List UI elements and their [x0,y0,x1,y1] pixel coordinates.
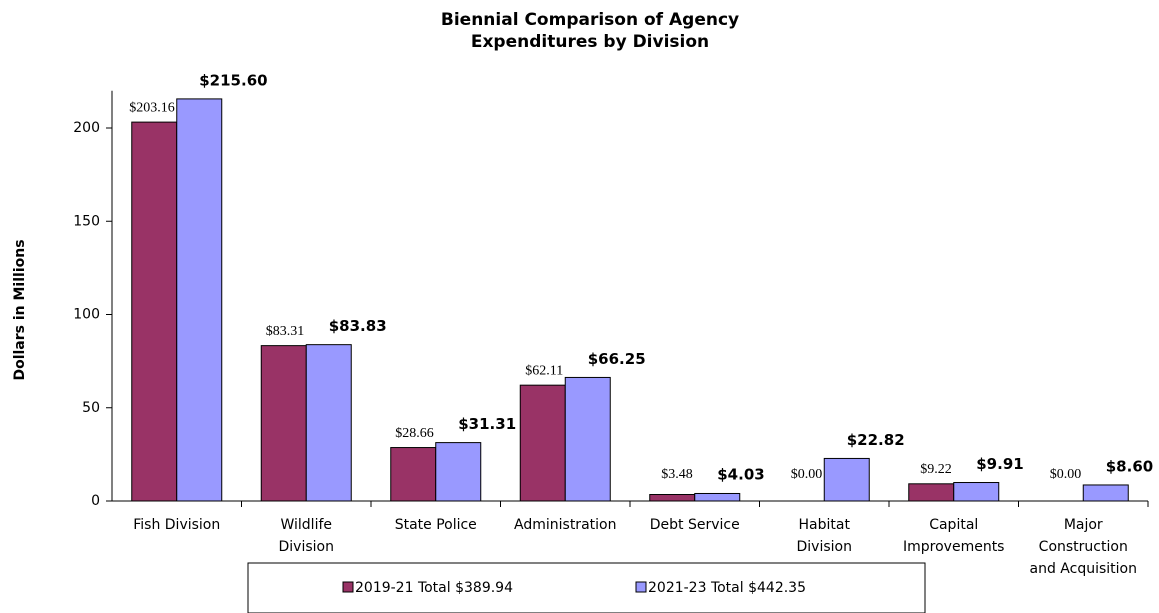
x-tick-label: Debt Service [650,517,740,533]
y-tick-label: 100 [73,307,100,323]
bar [305,344,352,502]
bar [953,482,1000,502]
data-label: $28.66 [395,426,434,441]
bar [435,442,482,502]
bar [649,494,696,502]
x-tick-label: Habitat [799,517,851,533]
bar [260,345,307,502]
legend-swatch [635,581,647,593]
data-label: $215.60 [199,71,267,89]
data-label: $83.83 [329,317,387,335]
x-tick-label: Fish Division [133,517,220,533]
legend-label: 2021-23 Total $442.35 [648,580,806,596]
legend-box [247,562,926,613]
bar [131,121,178,502]
y-tick-label: 50 [82,400,100,416]
data-label: $83.31 [266,324,305,339]
x-tick-label: Wildlife [280,517,332,533]
data-label: $8.60 [1106,457,1153,475]
x-tick-label: Construction [1039,539,1128,555]
data-label: $31.31 [458,415,516,433]
bar [519,384,566,502]
chart-title: Biennial Comparison of Agency [441,10,739,30]
legend-label: 2019-21 Total $389.94 [355,580,513,596]
y-tick-label: 200 [73,120,100,136]
data-label: $9.22 [920,462,952,477]
chart-title: Expenditures by Division [471,32,709,52]
x-tick-label: Major [1064,517,1103,533]
data-label: $3.48 [661,467,693,482]
data-label: $0.00 [791,467,823,482]
y-axis-label: Dollars in Millions [12,239,28,380]
data-label: $4.03 [717,466,764,484]
bar [564,376,611,502]
data-label: $9.91 [976,455,1023,473]
data-label: $203.16 [129,100,175,115]
x-tick-label: State Police [395,517,477,533]
x-tick-label: Administration [514,517,616,533]
y-tick-label: 150 [73,213,100,229]
bar [908,483,955,502]
x-tick-label: Division [279,539,334,555]
x-tick-label: Improvements [903,539,1004,555]
data-label: $22.82 [847,431,905,449]
legend-swatch [342,581,354,593]
data-label: $66.25 [588,350,646,368]
bar [390,447,437,502]
data-label: $0.00 [1050,467,1082,482]
x-tick-label: and Acquisition [1030,561,1137,577]
bar [823,457,870,502]
bar [176,98,223,502]
bar [694,492,741,502]
data-label: $62.11 [525,363,563,378]
bar [1082,484,1129,502]
x-tick-label: Capital [929,517,978,533]
x-tick-label: Division [797,539,852,555]
y-tick-label: 0 [91,493,100,509]
